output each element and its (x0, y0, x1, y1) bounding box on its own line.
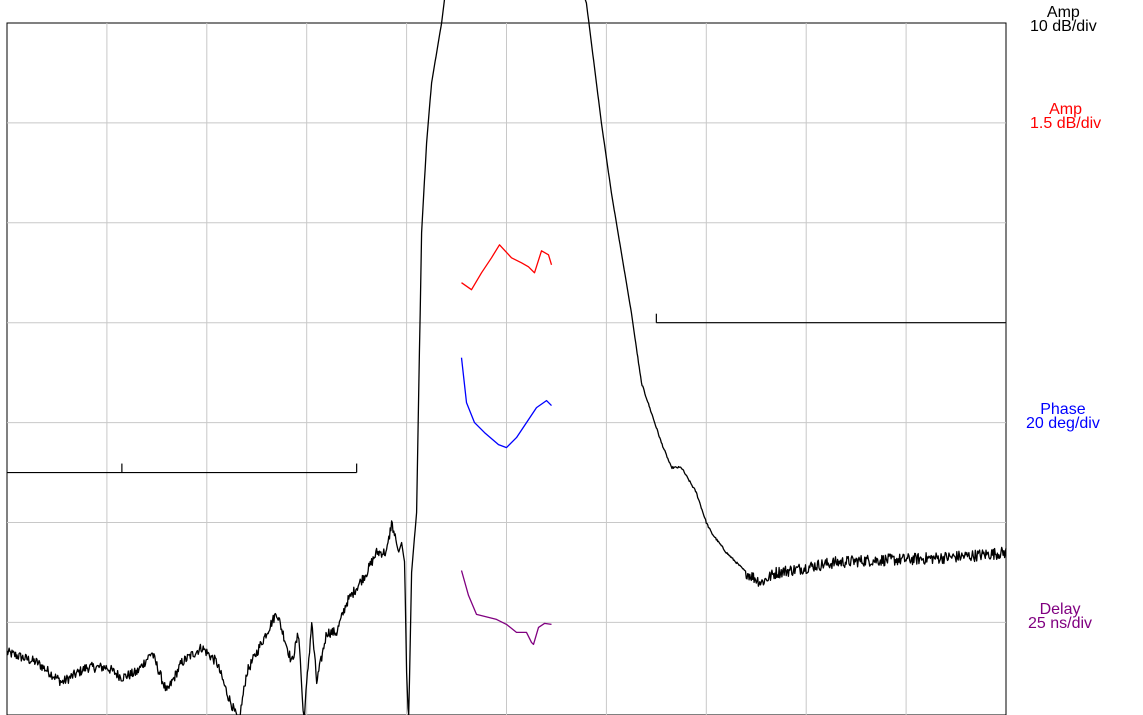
scale-title: Amp (1049, 101, 1083, 118)
scale-title: Amp (1046, 4, 1080, 21)
scale-label-delay: Delay 25 ns/div (1028, 601, 1093, 632)
trace-amp_fine (461, 244, 553, 291)
scale-label-amp-fine: Amp 1.5 dB/div (1030, 101, 1102, 132)
trace-amp_wide (6, 0, 1007, 715)
trace-phase (460, 357, 552, 449)
traces (6, 0, 1007, 715)
grid-lines (7, 23, 1006, 715)
scale-unit: 25 ns/div (1028, 615, 1093, 632)
scale-unit: 20 deg/div (1026, 415, 1100, 432)
measurement-brackets (7, 313, 1006, 474)
scale-label-amp-wide: Amp 10 dB/div (1030, 4, 1097, 35)
scale-title: Phase (1040, 401, 1086, 418)
trace-delay (460, 570, 552, 646)
scale-unit: 10 dB/div (1030, 18, 1097, 35)
scale-label-phase: Phase 20 deg/div (1026, 401, 1100, 432)
scale-title: Delay (1039, 601, 1081, 618)
scale-unit: 1.5 dB/div (1030, 115, 1102, 132)
